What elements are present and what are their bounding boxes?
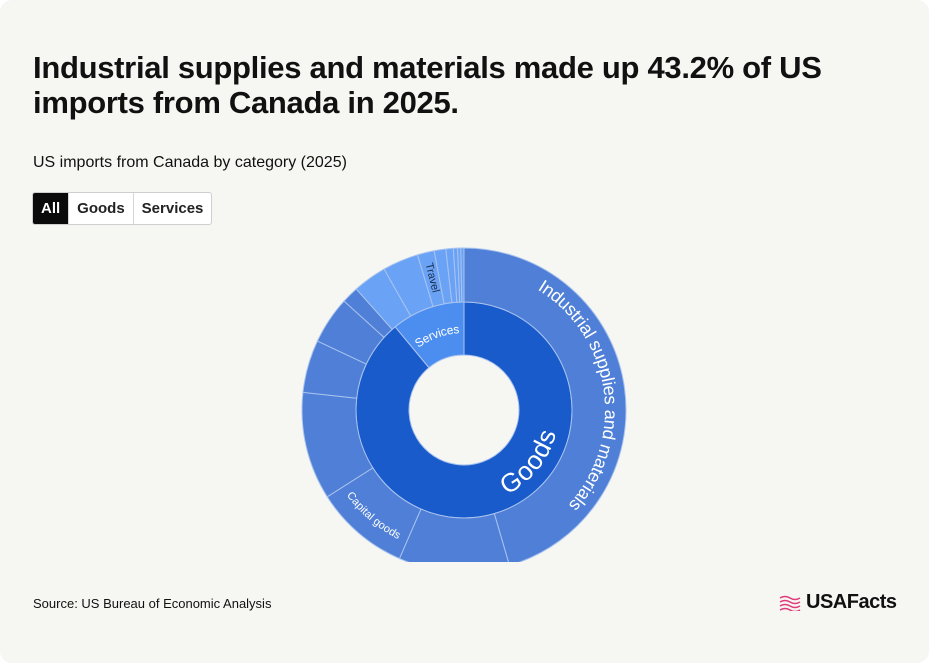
tab-goods[interactable]: Goods — [69, 193, 134, 224]
logo-text: USAFacts — [806, 591, 897, 613]
category-tabs: All Goods Services — [32, 192, 213, 225]
page-title: Industrial supplies and materials made u… — [33, 50, 822, 120]
tab-all[interactable]: All — [33, 193, 70, 224]
flag-icon — [779, 595, 801, 611]
source-note: Source: US Bureau of Economic Analysis — [33, 596, 272, 611]
usafacts-logo: USAFacts — [778, 591, 897, 614]
sunburst-chart: Goods Services Industrial supplies and mat… — [0, 240, 929, 562]
outer-slice-industrial-supplies-and-materials[interactable] — [463, 247, 627, 562]
chart-subtitle: US imports from Canada by category (2025… — [33, 154, 347, 171]
outer-slice-segment-15[interactable] — [460, 247, 465, 303]
tab-services[interactable]: Services — [141, 200, 204, 217]
